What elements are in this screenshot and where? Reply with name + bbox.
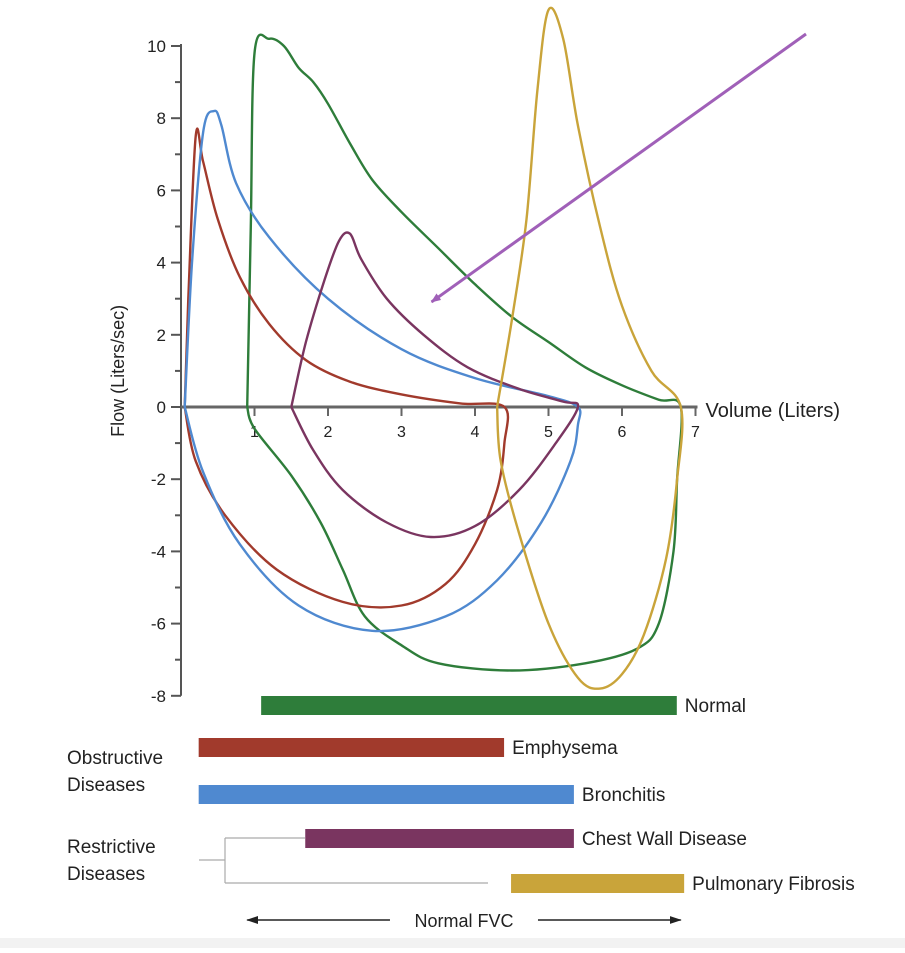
pointer-arrow: [430, 32, 807, 304]
series-line-bronchitis: [183, 109, 582, 633]
fvc-bar-label-emphysema: Emphysema: [512, 738, 618, 759]
group-label-restrictive-line1: Restrictive: [67, 837, 156, 858]
y-axis-label: Flow (Liters/sec): [108, 305, 128, 437]
x-tick-label: 1: [250, 424, 259, 441]
series-line-normal: [246, 33, 683, 672]
fvc-bar-label-normal: Normal: [685, 696, 746, 717]
y-tick-label: -6: [151, 615, 166, 634]
x-tick-label: 5: [544, 424, 553, 441]
fvc-bar-label-chest-wall-disease: Chest Wall Disease: [582, 829, 747, 850]
x-tick-label: 7: [691, 424, 700, 441]
y-tick-label: 10: [147, 37, 166, 56]
bottom-strip: [0, 938, 905, 948]
fvc-bar-chest-wall-disease: [305, 829, 574, 848]
series-line-chest-wall-disease: [290, 231, 580, 539]
fvc-bar-bronchitis: [198, 785, 574, 804]
x-tick-label: 6: [618, 424, 627, 441]
series-line-pulmonary-fibrosis: [495, 6, 684, 690]
y-tick-label: 4: [157, 254, 166, 273]
restrictive-bracket: [199, 837, 488, 884]
x-tick-label: 3: [397, 424, 406, 441]
x-tick-label: 2: [324, 424, 333, 441]
group-label-obstructive-line1: Obstructive: [67, 748, 163, 769]
fvc-bar-pulmonary-fibrosis: [511, 874, 685, 893]
fvc-bar-emphysema: [198, 738, 505, 757]
y-tick-label: 8: [157, 109, 166, 128]
y-tick-label: -2: [151, 470, 166, 489]
fvc-bar-normal: [261, 696, 677, 715]
group-label-obstructive-line2: Diseases: [67, 775, 145, 796]
x-axis-label: Volume (Liters): [706, 400, 841, 422]
fvc-bar-label-pulmonary-fibrosis: Pulmonary Fibrosis: [692, 874, 855, 895]
y-tick-label: 0: [157, 398, 166, 417]
series-line-emphysema: [183, 127, 510, 609]
y-tick-label: 2: [157, 326, 166, 345]
y-tick-label: 6: [157, 181, 166, 200]
fvc-bar-label-bronchitis: Bronchitis: [582, 785, 665, 806]
y-tick-label: -8: [151, 687, 166, 706]
range-label: Normal FVC: [414, 911, 513, 931]
y-tick-label: -4: [151, 542, 166, 561]
group-label-restrictive-line2: Diseases: [67, 864, 145, 885]
x-tick-label: 4: [471, 424, 480, 441]
